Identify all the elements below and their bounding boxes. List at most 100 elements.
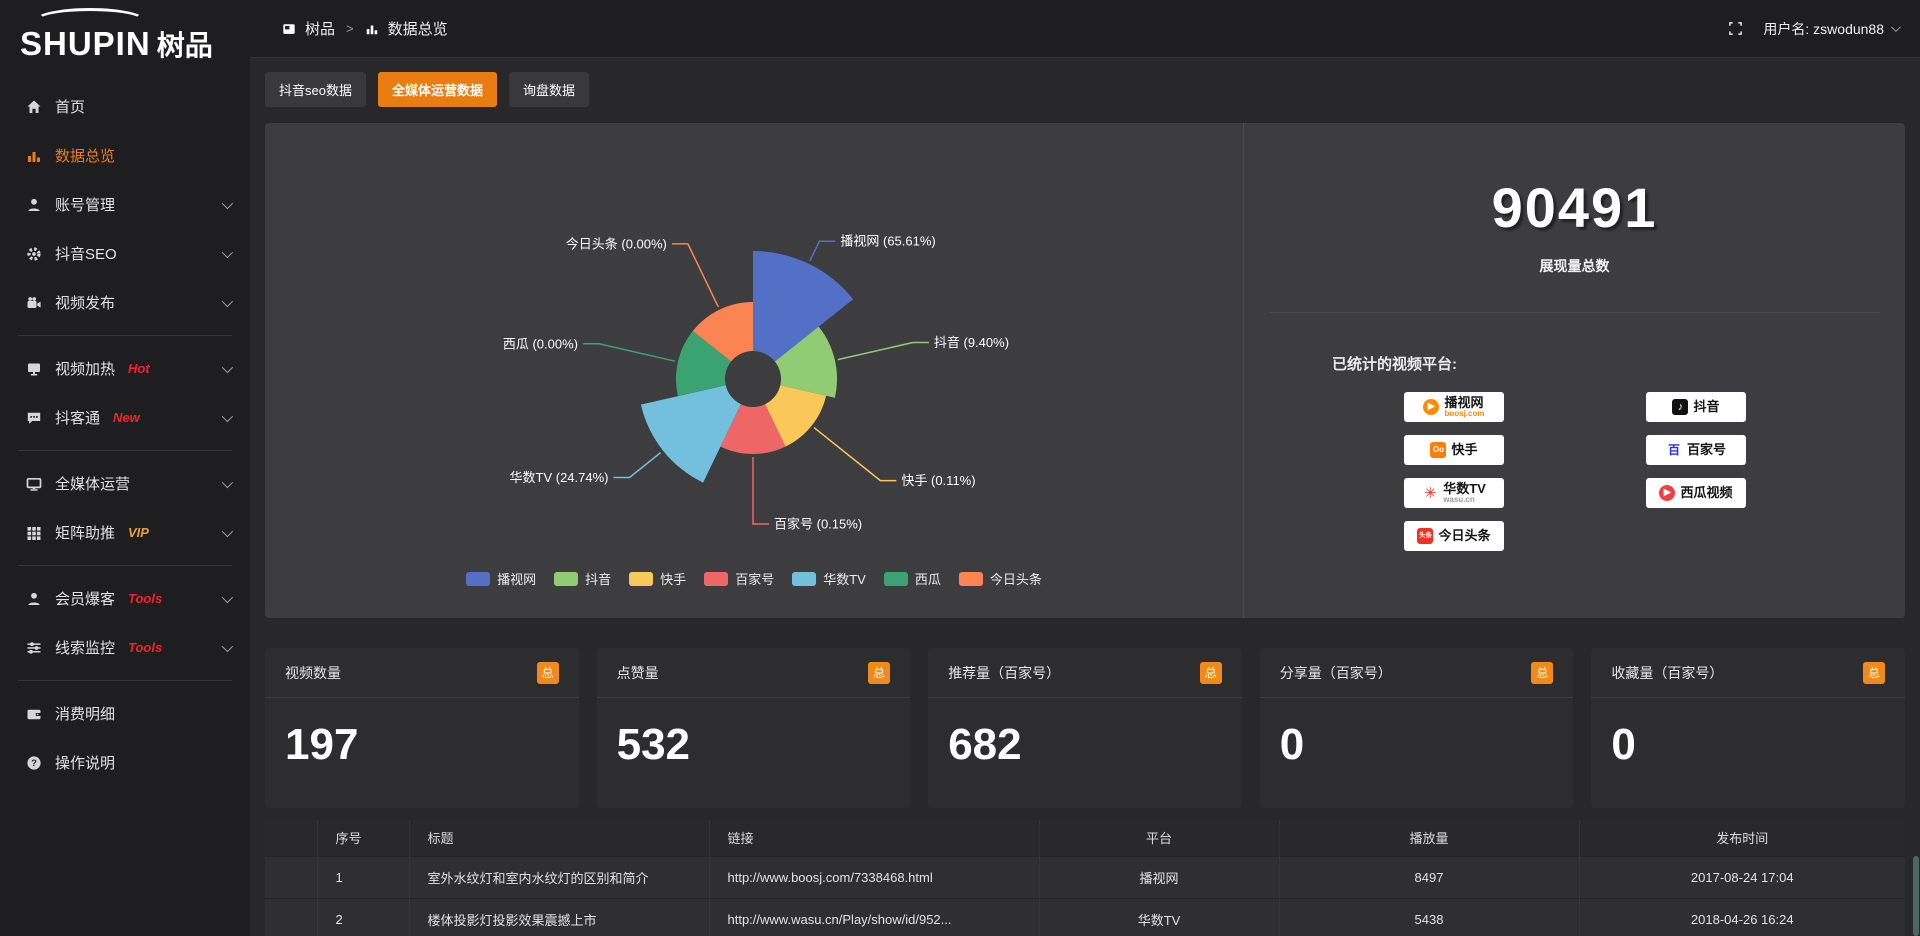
tab-0[interactable]: 抖音seo数据 xyxy=(265,72,366,107)
home-icon xyxy=(26,99,42,115)
pie-slice-3[interactable] xyxy=(720,404,786,455)
sidebar-divider xyxy=(18,450,232,451)
select-all-cell xyxy=(265,820,318,856)
legend-item-1[interactable]: 抖音 xyxy=(554,569,611,588)
tab-bar: 抖音seo数据 全媒体运营数据 询盘数据 xyxy=(265,72,1905,107)
sidebar-item-badge: VIP xyxy=(128,525,149,540)
cell-title[interactable]: 楼体投影灯投影效果震撼上市 xyxy=(409,897,710,936)
platform-badge-xigua[interactable]: ▶ 西瓜视频 xyxy=(1646,478,1746,508)
tab-2[interactable]: 询盘数据 xyxy=(508,72,589,107)
stat-card-title: 点赞量 xyxy=(616,664,659,681)
sidebar-item-label: 抖音SEO xyxy=(55,246,117,263)
sliders-icon xyxy=(26,640,42,656)
scrollbar-thumb[interactable] xyxy=(1913,856,1919,936)
rose-chart: 播视网 (65.61%) 抖音 (9.40%) 快手 (0.11%) 百家号 (0.1… xyxy=(265,123,1243,618)
cell-index: 2 xyxy=(317,897,410,936)
pie-label-line-4 xyxy=(613,452,662,479)
chevron-down-icon xyxy=(221,640,234,652)
cell-link[interactable]: http://www.wasu.cn/Play/show/id/952... xyxy=(709,897,1040,936)
video-table: 序号 标题 链接 平台 播放量 发布时间 1 室外水纹灯和室内水纹灯的区别和简介 http… xyxy=(265,820,1905,936)
platform-badge-kuaishou[interactable]: Oo 快手 xyxy=(1404,435,1504,465)
tab-1[interactable]: 全媒体运营数据 xyxy=(377,72,497,107)
legend-item-0[interactable]: 播视网 xyxy=(466,569,536,588)
sidebar-item-gear[interactable]: 抖音SEO xyxy=(0,229,250,278)
legend-item-4[interactable]: 华数TV xyxy=(792,569,866,588)
sidebar-item-label: 线索监控 xyxy=(55,640,116,657)
platform-name: 播视网 xyxy=(1444,394,1484,410)
sidebar-item-label: 视频加热 xyxy=(55,361,116,378)
cell-title[interactable]: 室外水纹灯和室内水纹灯的区别和简介 xyxy=(409,855,710,898)
pie-slice-0[interactable] xyxy=(753,251,854,362)
table-row: 2 楼体投影灯投影效果震撼上市 http://www.wasu.cn/Play/… xyxy=(265,897,1905,936)
legend-item-6[interactable]: 今日头条 xyxy=(958,569,1042,588)
chevron-down-icon xyxy=(1890,22,1901,33)
sidebar-item-chart[interactable]: 数据总览 xyxy=(0,131,250,180)
platform-badge-boosj[interactable]: ▶ 播视网 boosj.com xyxy=(1404,392,1504,422)
breadcrumb-item[interactable]: 树品 xyxy=(305,21,336,38)
sidebar-item-monitor[interactable]: 全媒体运营 xyxy=(0,459,250,508)
sidebar-item-badge: Hot xyxy=(128,361,150,376)
legend-item-2[interactable]: 快手 xyxy=(629,569,686,588)
stat-card-3: 分享量（百家号） 总 0 xyxy=(1259,648,1574,808)
member-icon xyxy=(26,591,42,607)
platform-badge-douyin[interactable]: ♪ 抖音 xyxy=(1646,392,1746,422)
pie-slice-5[interactable] xyxy=(675,331,732,397)
stat-card-value: 0 xyxy=(1611,720,1636,769)
total-badge[interactable]: 总 xyxy=(868,661,891,684)
cell-platform: 华数TV xyxy=(1039,897,1280,936)
fullscreen-icon[interactable] xyxy=(1728,21,1743,36)
sidebar-item-grid[interactable]: 矩阵助推 VIP xyxy=(0,508,250,557)
stat-card-4: 收藏量（百家号） 总 0 xyxy=(1591,648,1905,808)
video-icon xyxy=(26,295,42,311)
chevron-down-icon xyxy=(221,476,234,488)
pie-slice-1[interactable] xyxy=(774,326,838,398)
platforms-label: 已统计的视频平台: xyxy=(1332,356,1457,373)
stat-cards: 视频数量 总 197 点赞量 总 532 推荐量（百家号） 总 682 分享量（… xyxy=(265,648,1905,808)
sidebar-item-chat[interactable]: 抖客通 New xyxy=(0,393,250,442)
platform-badge-toutiao[interactable]: 头条 今日头条 xyxy=(1404,521,1504,551)
monitor-icon xyxy=(26,476,42,492)
cell-plays: 5438 xyxy=(1279,897,1580,936)
pie-label-1: 抖音 (9.40%) xyxy=(934,335,1009,350)
breadcrumb-item-current: 数据总览 xyxy=(387,21,448,38)
topbar: 树品 > 数据总览 用户名: zswodun88 xyxy=(250,0,1920,58)
sidebar-item-home[interactable]: 首页 xyxy=(0,82,250,131)
sidebar-item-user[interactable]: 账号管理 xyxy=(0,180,250,229)
pie-slice-4[interactable] xyxy=(640,385,741,483)
sidebar-item-screen[interactable]: 视频加热 Hot xyxy=(0,344,250,393)
cell-link[interactable]: http://www.boosj.com/7338468.html xyxy=(709,855,1040,898)
total-badge[interactable]: 总 xyxy=(1531,661,1554,684)
total-badge[interactable]: 总 xyxy=(536,661,559,684)
stat-card-1: 点赞量 总 532 xyxy=(596,648,911,808)
row-select-cell xyxy=(265,897,318,936)
legend-item-5[interactable]: 西瓜 xyxy=(883,569,941,588)
sidebar-divider xyxy=(18,335,232,336)
pie-label-line-6 xyxy=(671,243,719,308)
pie-label-2: 快手 (0.11%) xyxy=(901,473,975,488)
cell-time: 2017-08-24 17:04 xyxy=(1579,855,1905,898)
legend-item-3[interactable]: 百家号 xyxy=(704,569,774,588)
sidebar-item-help[interactable]: ? 操作说明 xyxy=(0,738,250,787)
pie-slice-6[interactable] xyxy=(692,302,753,362)
pie-label-3: 百家号 (0.15%) xyxy=(774,517,862,532)
legend-label: 百家号 xyxy=(735,572,775,587)
pie-label-6: 今日头条 (0.00%) xyxy=(566,236,667,251)
user-menu[interactable]: 用户名: zswodun88 xyxy=(1763,19,1901,39)
platform-badge-wasu[interactable]: ✳ 华数TV wasu.cn xyxy=(1404,478,1504,508)
sidebar-item-wallet[interactable]: 消费明细 xyxy=(0,689,250,738)
legend-label: 西瓜 xyxy=(914,572,941,587)
legend-label: 抖音 xyxy=(585,572,612,587)
sidebar-item-member[interactable]: 会员爆客 Tools xyxy=(0,574,250,623)
pie-slice-2[interactable] xyxy=(765,385,827,447)
total-badge[interactable]: 总 xyxy=(1199,661,1222,684)
total-badge[interactable]: 总 xyxy=(1862,661,1885,684)
svg-text:?: ? xyxy=(31,758,37,769)
platform-badge-baijia[interactable]: 百百家号 xyxy=(1646,435,1746,465)
sidebar-item-sliders[interactable]: 线索监控 Tools xyxy=(0,623,250,672)
platform-name: 华数TV xyxy=(1443,480,1486,496)
pie-label-line-3 xyxy=(752,457,769,525)
sidebar-item-video[interactable]: 视频发布 xyxy=(0,278,250,327)
stat-card-value: 0 xyxy=(1279,720,1305,769)
sidebar-item-label: 操作说明 xyxy=(55,755,116,772)
table-header-row: 序号 标题 链接 平台 播放量 发布时间 xyxy=(265,820,1905,856)
